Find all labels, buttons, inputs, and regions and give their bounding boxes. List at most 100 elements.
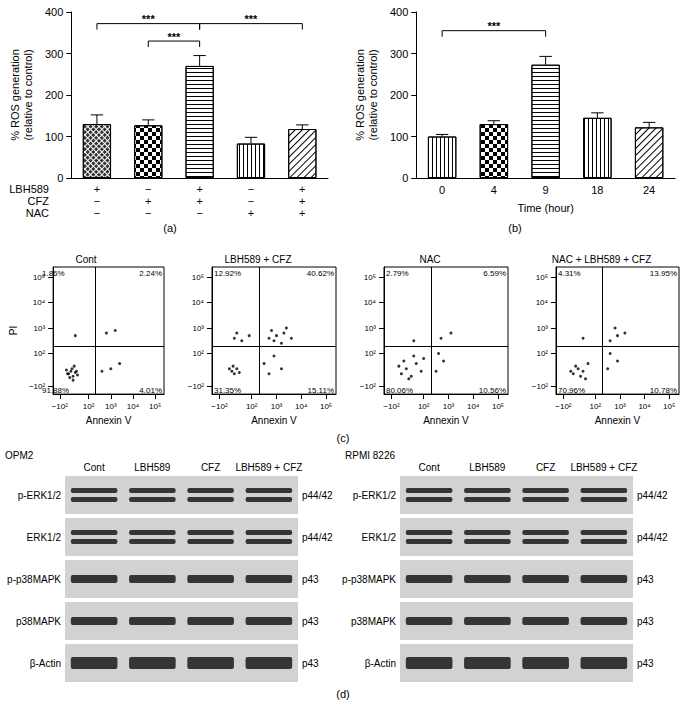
svg-text:+: +	[94, 183, 100, 195]
svg-text:LBH589: LBH589	[134, 462, 171, 473]
svg-text:Cont: Cont	[75, 254, 96, 265]
svg-text:10⁵: 10⁵	[192, 273, 204, 282]
svg-text:p38MAPK: p38MAPK	[16, 616, 61, 627]
svg-text:10⁴: 10⁴	[192, 298, 205, 307]
svg-text:10³: 10³	[443, 402, 455, 411]
svg-text:80.06%: 80.06%	[386, 386, 413, 395]
svg-text:−10²: −10²	[360, 382, 377, 391]
svg-text:p-p38MAPK: p-p38MAPK	[7, 574, 61, 585]
svg-text:−10²: −10²	[211, 402, 228, 411]
svg-text:(relative to control): (relative to control)	[367, 49, 379, 140]
svg-text:40.62%: 40.62%	[307, 269, 334, 278]
svg-text:***: ***	[142, 13, 156, 25]
svg-text:p44/42: p44/42	[637, 490, 668, 501]
svg-text:100: 100	[390, 131, 408, 143]
svg-text:Annexin V: Annexin V	[595, 415, 641, 426]
svg-text:10⁵: 10⁵	[536, 273, 548, 282]
svg-text:10⁴: 10⁴	[638, 402, 651, 411]
svg-text:Cont: Cont	[419, 462, 440, 473]
svg-text:***: ***	[245, 13, 259, 25]
svg-text:+: +	[196, 195, 202, 207]
svg-text:2.79%: 2.79%	[386, 269, 409, 278]
svg-text:PI: PI	[8, 326, 19, 335]
svg-text:+: +	[299, 207, 305, 219]
svg-text:p43: p43	[637, 574, 654, 585]
svg-text:RPMI 8226: RPMI 8226	[345, 450, 395, 461]
svg-text:4: 4	[491, 184, 497, 196]
svg-text:100: 100	[45, 131, 63, 143]
svg-text:***: ***	[168, 31, 182, 43]
svg-text:10⁴: 10⁴	[295, 402, 308, 411]
svg-text:LBH589: LBH589	[9, 183, 49, 195]
svg-text:−: −	[248, 183, 254, 195]
svg-text:p-ERK1/2: p-ERK1/2	[353, 490, 397, 501]
svg-text:10²: 10²	[192, 349, 204, 358]
svg-text:−: −	[94, 207, 100, 219]
svg-text:−: −	[145, 183, 151, 195]
svg-text:−10²: −10²	[532, 382, 549, 391]
svg-text:+: +	[248, 207, 254, 219]
svg-text:LBH589 + CFZ: LBH589 + CFZ	[235, 462, 302, 473]
svg-text:+: +	[299, 195, 305, 207]
svg-text:10³: 10³	[364, 324, 376, 333]
svg-text:p43: p43	[637, 616, 654, 627]
svg-text:CFZ: CFZ	[201, 462, 220, 473]
svg-text:6.59%: 6.59%	[483, 269, 506, 278]
svg-text:10⁴: 10⁴	[467, 402, 480, 411]
svg-text:LBH589: LBH589	[469, 462, 506, 473]
svg-text:10²: 10²	[83, 402, 95, 411]
svg-text:10²: 10²	[590, 402, 602, 411]
svg-text:Cont: Cont	[84, 462, 105, 473]
svg-text:β-Actin: β-Actin	[365, 658, 396, 669]
svg-text:0: 0	[402, 172, 408, 184]
svg-text:1.86%: 1.86%	[42, 269, 65, 278]
svg-text:18: 18	[591, 184, 603, 196]
svg-text:10³: 10³	[105, 402, 117, 411]
svg-text:p43: p43	[302, 658, 319, 669]
svg-text:9: 9	[543, 184, 549, 196]
svg-text:Annexin V: Annexin V	[251, 415, 297, 426]
svg-text:LBH589 + CFZ: LBH589 + CFZ	[570, 462, 637, 473]
svg-text:p43: p43	[302, 574, 319, 585]
svg-text:10⁵: 10⁵	[149, 402, 161, 411]
svg-text:Time (hour): Time (hour)	[517, 202, 573, 214]
svg-text:91.88%: 91.88%	[42, 386, 69, 395]
svg-text:NAC + LBH589 + CFZ: NAC + LBH589 + CFZ	[552, 254, 651, 265]
svg-text:400: 400	[45, 6, 63, 18]
svg-text:10⁵: 10⁵	[320, 402, 332, 411]
svg-text:+: +	[299, 183, 305, 195]
svg-text:10²: 10²	[418, 402, 430, 411]
svg-text:10²: 10²	[536, 349, 548, 358]
svg-text:OPM2: OPM2	[5, 450, 34, 461]
svg-text:70.96%: 70.96%	[558, 386, 585, 395]
svg-text:4.01%: 4.01%	[139, 386, 162, 395]
svg-text:200: 200	[45, 89, 63, 101]
svg-text:10³: 10³	[536, 324, 548, 333]
svg-text:+: +	[196, 183, 202, 195]
svg-text:β-Actin: β-Actin	[30, 658, 61, 669]
svg-text:−: −	[145, 207, 151, 219]
svg-text:12.92%: 12.92%	[214, 269, 241, 278]
svg-text:10³: 10³	[271, 402, 283, 411]
svg-text:300: 300	[45, 48, 63, 60]
svg-text:0: 0	[439, 184, 445, 196]
svg-text:p-ERK1/2: p-ERK1/2	[18, 490, 62, 501]
svg-text:% ROS generation: % ROS generation	[354, 49, 366, 141]
svg-text:10⁴: 10⁴	[536, 298, 549, 307]
svg-text:CFZ: CFZ	[536, 462, 555, 473]
svg-text:10.78%: 10.78%	[650, 386, 677, 395]
svg-text:10²: 10²	[364, 349, 376, 358]
svg-text:200: 200	[390, 89, 408, 101]
svg-text:−10²: −10²	[383, 402, 400, 411]
svg-text:10³: 10³	[34, 324, 46, 333]
svg-text:Annexin V: Annexin V	[423, 415, 469, 426]
svg-text:15.11%: 15.11%	[307, 386, 334, 395]
svg-text:+: +	[145, 195, 151, 207]
svg-text:300: 300	[390, 48, 408, 60]
svg-text:p44/42: p44/42	[637, 532, 668, 543]
svg-text:LBH589 + CFZ: LBH589 + CFZ	[225, 254, 292, 265]
svg-text:−: −	[196, 207, 202, 219]
svg-text:p38MAPK: p38MAPK	[351, 616, 396, 627]
svg-text:10.56%: 10.56%	[479, 386, 506, 395]
svg-text:p43: p43	[302, 616, 319, 627]
